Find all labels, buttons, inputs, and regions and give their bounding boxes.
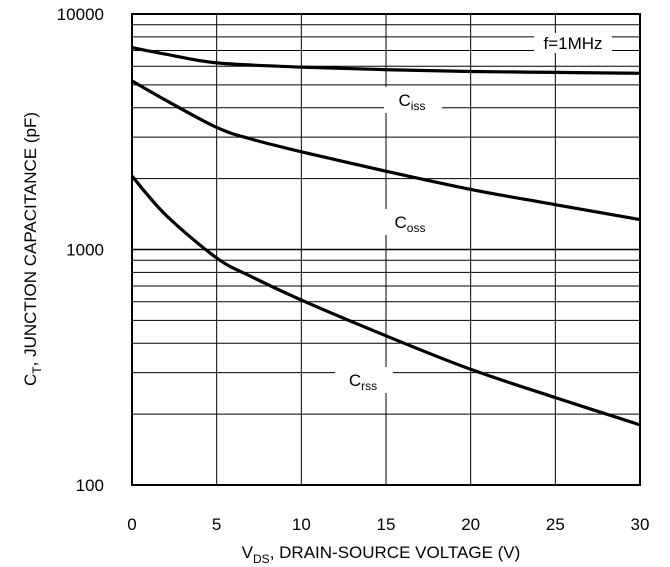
- series-labels: Ciss Coss Crss: [335, 87, 442, 393]
- series-line-crss: [130, 175, 641, 427]
- y-tick-label: 1000: [66, 241, 104, 260]
- x-axis-label: VDS, DRAIN-SOURCE VOLTAGE (V): [242, 543, 521, 566]
- x-tick-label: 20: [461, 515, 480, 534]
- series-label-bg: [382, 209, 440, 235]
- x-tick-label: 0: [127, 515, 136, 534]
- x-tick-label: 25: [546, 515, 565, 534]
- series-group: [130, 46, 641, 427]
- grid: [132, 14, 640, 485]
- y-axis-label: CT, JUNCTION CAPACITANCE (pF): [21, 112, 44, 386]
- x-tick-label: 10: [292, 515, 311, 534]
- tick-labels: 0 5 10 15 20 25 30 100 1000 10000: [57, 5, 650, 534]
- plot-frame: [131, 13, 641, 486]
- x-tick-label: 15: [377, 515, 396, 534]
- x-tick-label: 5: [212, 515, 221, 534]
- y-tick-label: 100: [76, 476, 104, 495]
- annotation-bg: [534, 33, 612, 53]
- annotation-text: f=1MHz: [543, 34, 602, 53]
- series-label-coss: Coss: [395, 213, 426, 235]
- series-label-crss: Crss: [349, 371, 377, 393]
- x-tick-label: 30: [631, 515, 650, 534]
- y-tick-label: 10000: [57, 5, 104, 24]
- series-label-bg: [384, 87, 442, 113]
- series-label-bg: [335, 367, 393, 393]
- series-label-ciss: Ciss: [399, 91, 426, 113]
- series-line-coss: [131, 79, 641, 222]
- series-line-ciss: [131, 46, 641, 75]
